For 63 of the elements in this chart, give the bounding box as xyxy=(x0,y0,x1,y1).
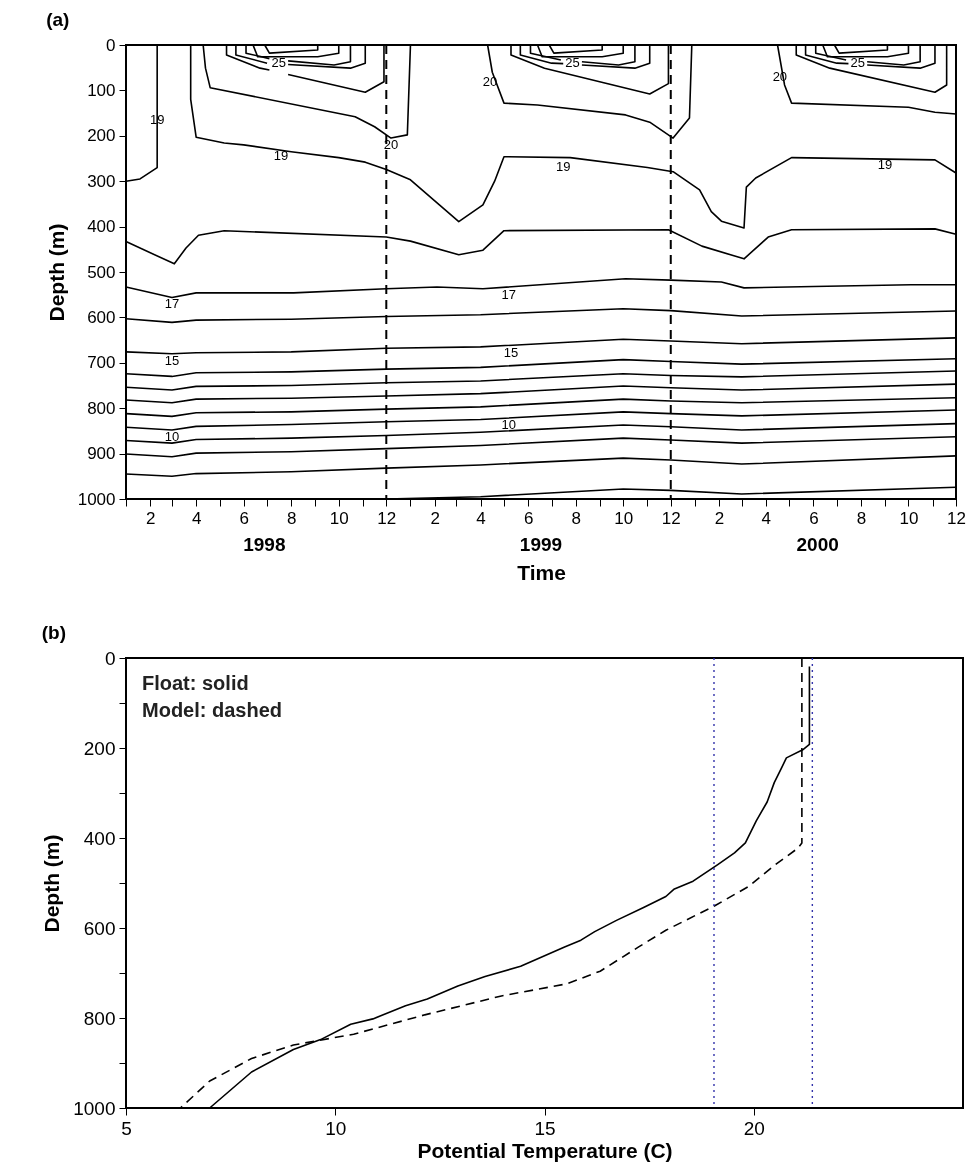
x-tick-label: 4 xyxy=(476,508,486,528)
x-tick-label: 10 xyxy=(614,508,634,528)
x-tick-label: 5 xyxy=(121,1117,132,1139)
x-tick-label: 4 xyxy=(761,508,772,528)
annotation: 15 xyxy=(503,344,519,360)
annotation: 25 xyxy=(565,55,580,71)
y-tick-label: 200 xyxy=(83,737,116,759)
x-tick-label: 12 xyxy=(947,508,966,528)
annotation: 19 xyxy=(555,158,571,174)
y-tick-label: 600 xyxy=(83,917,116,939)
x-tick-label: 6 xyxy=(523,508,534,528)
x-tick-label: 10 xyxy=(325,1117,347,1139)
annotation: 10 xyxy=(501,417,516,433)
annotation: 19 xyxy=(273,147,289,163)
y-tick-label: 400 xyxy=(83,827,116,849)
annotation: 17 xyxy=(164,296,180,312)
x-tick-label: 15 xyxy=(534,1117,556,1139)
text: 1999 xyxy=(519,534,563,555)
annotation: 19 xyxy=(877,156,893,172)
y-tick-label: 0 xyxy=(106,35,116,55)
x-axis-title: Time xyxy=(517,560,566,584)
annotation: 10 xyxy=(164,428,180,444)
x-tick-label: 2 xyxy=(714,508,725,528)
x-tick-label: 8 xyxy=(856,508,867,528)
x-tick-label: 4 xyxy=(191,508,202,528)
chart-title: (b) xyxy=(41,622,66,643)
annotation: Float: solid xyxy=(142,672,249,694)
x-tick-label: 10 xyxy=(329,508,349,528)
y-tick-label: 100 xyxy=(87,80,116,100)
y-axis-title: Depth (m) xyxy=(40,834,64,933)
x-axis-title: Potential Temperature (C) xyxy=(417,1138,673,1162)
text: 2000 xyxy=(796,534,839,555)
x-tick-label: 10 xyxy=(899,508,919,528)
x-tick-label: 6 xyxy=(239,508,249,528)
y-axis-title: Depth (m) xyxy=(44,223,68,322)
annotation: 25 xyxy=(850,55,866,71)
text: 1998 xyxy=(243,534,286,555)
y-tick-label: 800 xyxy=(83,1007,116,1029)
x-tick-label: 12 xyxy=(661,508,681,528)
y-tick-label: 200 xyxy=(87,126,116,146)
annotation: Model: dashed xyxy=(142,699,283,721)
y-tick-label: 400 xyxy=(87,217,116,237)
y-tick-label: 1000 xyxy=(73,1097,116,1119)
y-tick-label: 500 xyxy=(87,262,116,282)
y-tick-label: 0 xyxy=(104,647,116,669)
x-tick-label: 8 xyxy=(286,508,297,528)
x-tick-label: 8 xyxy=(571,508,581,528)
annotation: 15 xyxy=(164,352,180,368)
y-tick-label: 800 xyxy=(87,398,116,418)
y-tick-label: 300 xyxy=(87,171,116,191)
y-tick-label: 900 xyxy=(87,444,116,464)
annotation: 25 xyxy=(271,55,286,71)
y-tick-label: 1000 xyxy=(77,489,116,509)
x-tick-label: 2 xyxy=(145,508,156,528)
x-tick-label: 6 xyxy=(809,508,819,528)
x-tick-label: 12 xyxy=(377,508,397,528)
chart-title: (a) xyxy=(46,9,70,30)
x-tick-label: 20 xyxy=(743,1117,765,1139)
x-tick-label: 2 xyxy=(430,508,440,528)
y-tick-label: 600 xyxy=(87,307,116,327)
annotation: 17 xyxy=(501,286,516,302)
annotation: 20 xyxy=(383,137,399,153)
y-tick-label: 700 xyxy=(87,353,116,373)
